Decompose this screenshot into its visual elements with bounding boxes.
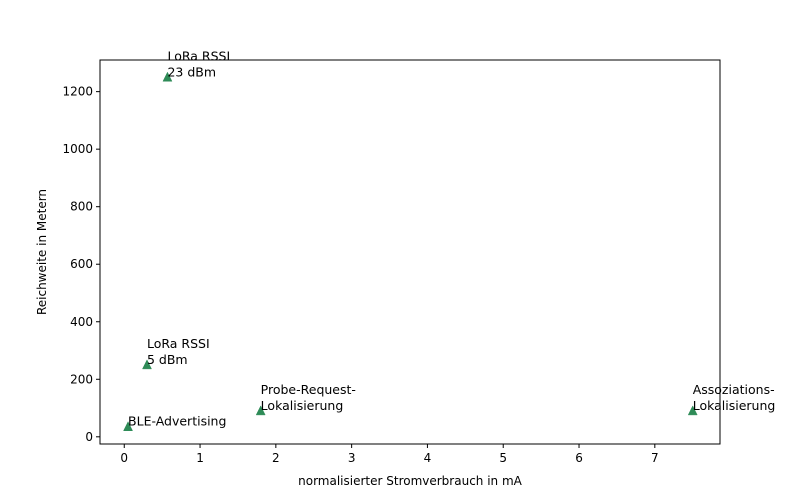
x-tick-label: 1 [196,451,204,465]
data-point-marker [687,405,698,416]
y-tick-label: 1000 [62,142,93,156]
x-tick-label: 4 [424,451,432,465]
y-tick-label: 400 [70,315,93,329]
y-axis-ticks: 0 200 400 600 800 1000 1200 [62,85,100,444]
x-tick-label: 0 [120,451,128,465]
y-tick-label: 800 [70,200,93,214]
x-axis-ticks: 0 1 2 3 4 5 6 7 [120,444,659,465]
x-tick-label: 6 [575,451,583,465]
point-annotation: Probe-Request-Lokalisierung [261,382,356,413]
y-tick-label: 0 [85,430,93,444]
data-point-marker [255,405,266,416]
x-tick-label: 2 [272,451,280,465]
point-annotations: LoRa RSSI 23 dBm LoRa RSSI 5 dBm BLE-Adverti… [128,48,775,428]
point-annotation: LoRa RSSI 23 dBm [167,48,230,79]
data-point-marker [142,359,152,370]
x-tick-label: 5 [499,451,507,465]
y-tick-label: 200 [70,372,93,386]
y-axis-label: Reichweite in Metern [35,189,49,315]
plot-area [99,59,721,445]
x-axis-label: normalisierter Stromverbrauch in mA [298,474,523,488]
x-tick-label: 7 [651,451,659,465]
data-point-marker [123,421,133,431]
data-points [123,71,698,431]
point-annotation: LoRa RSSI 5 dBm [147,336,210,367]
y-tick-label: 600 [70,257,93,271]
y-tick-label: 1200 [62,85,93,99]
point-annotation: Assoziations-Lokalisierung [693,382,776,413]
data-point-marker [162,71,173,82]
x-tick-label: 3 [348,451,356,465]
point-annotation: BLE-Advertising [128,414,226,429]
